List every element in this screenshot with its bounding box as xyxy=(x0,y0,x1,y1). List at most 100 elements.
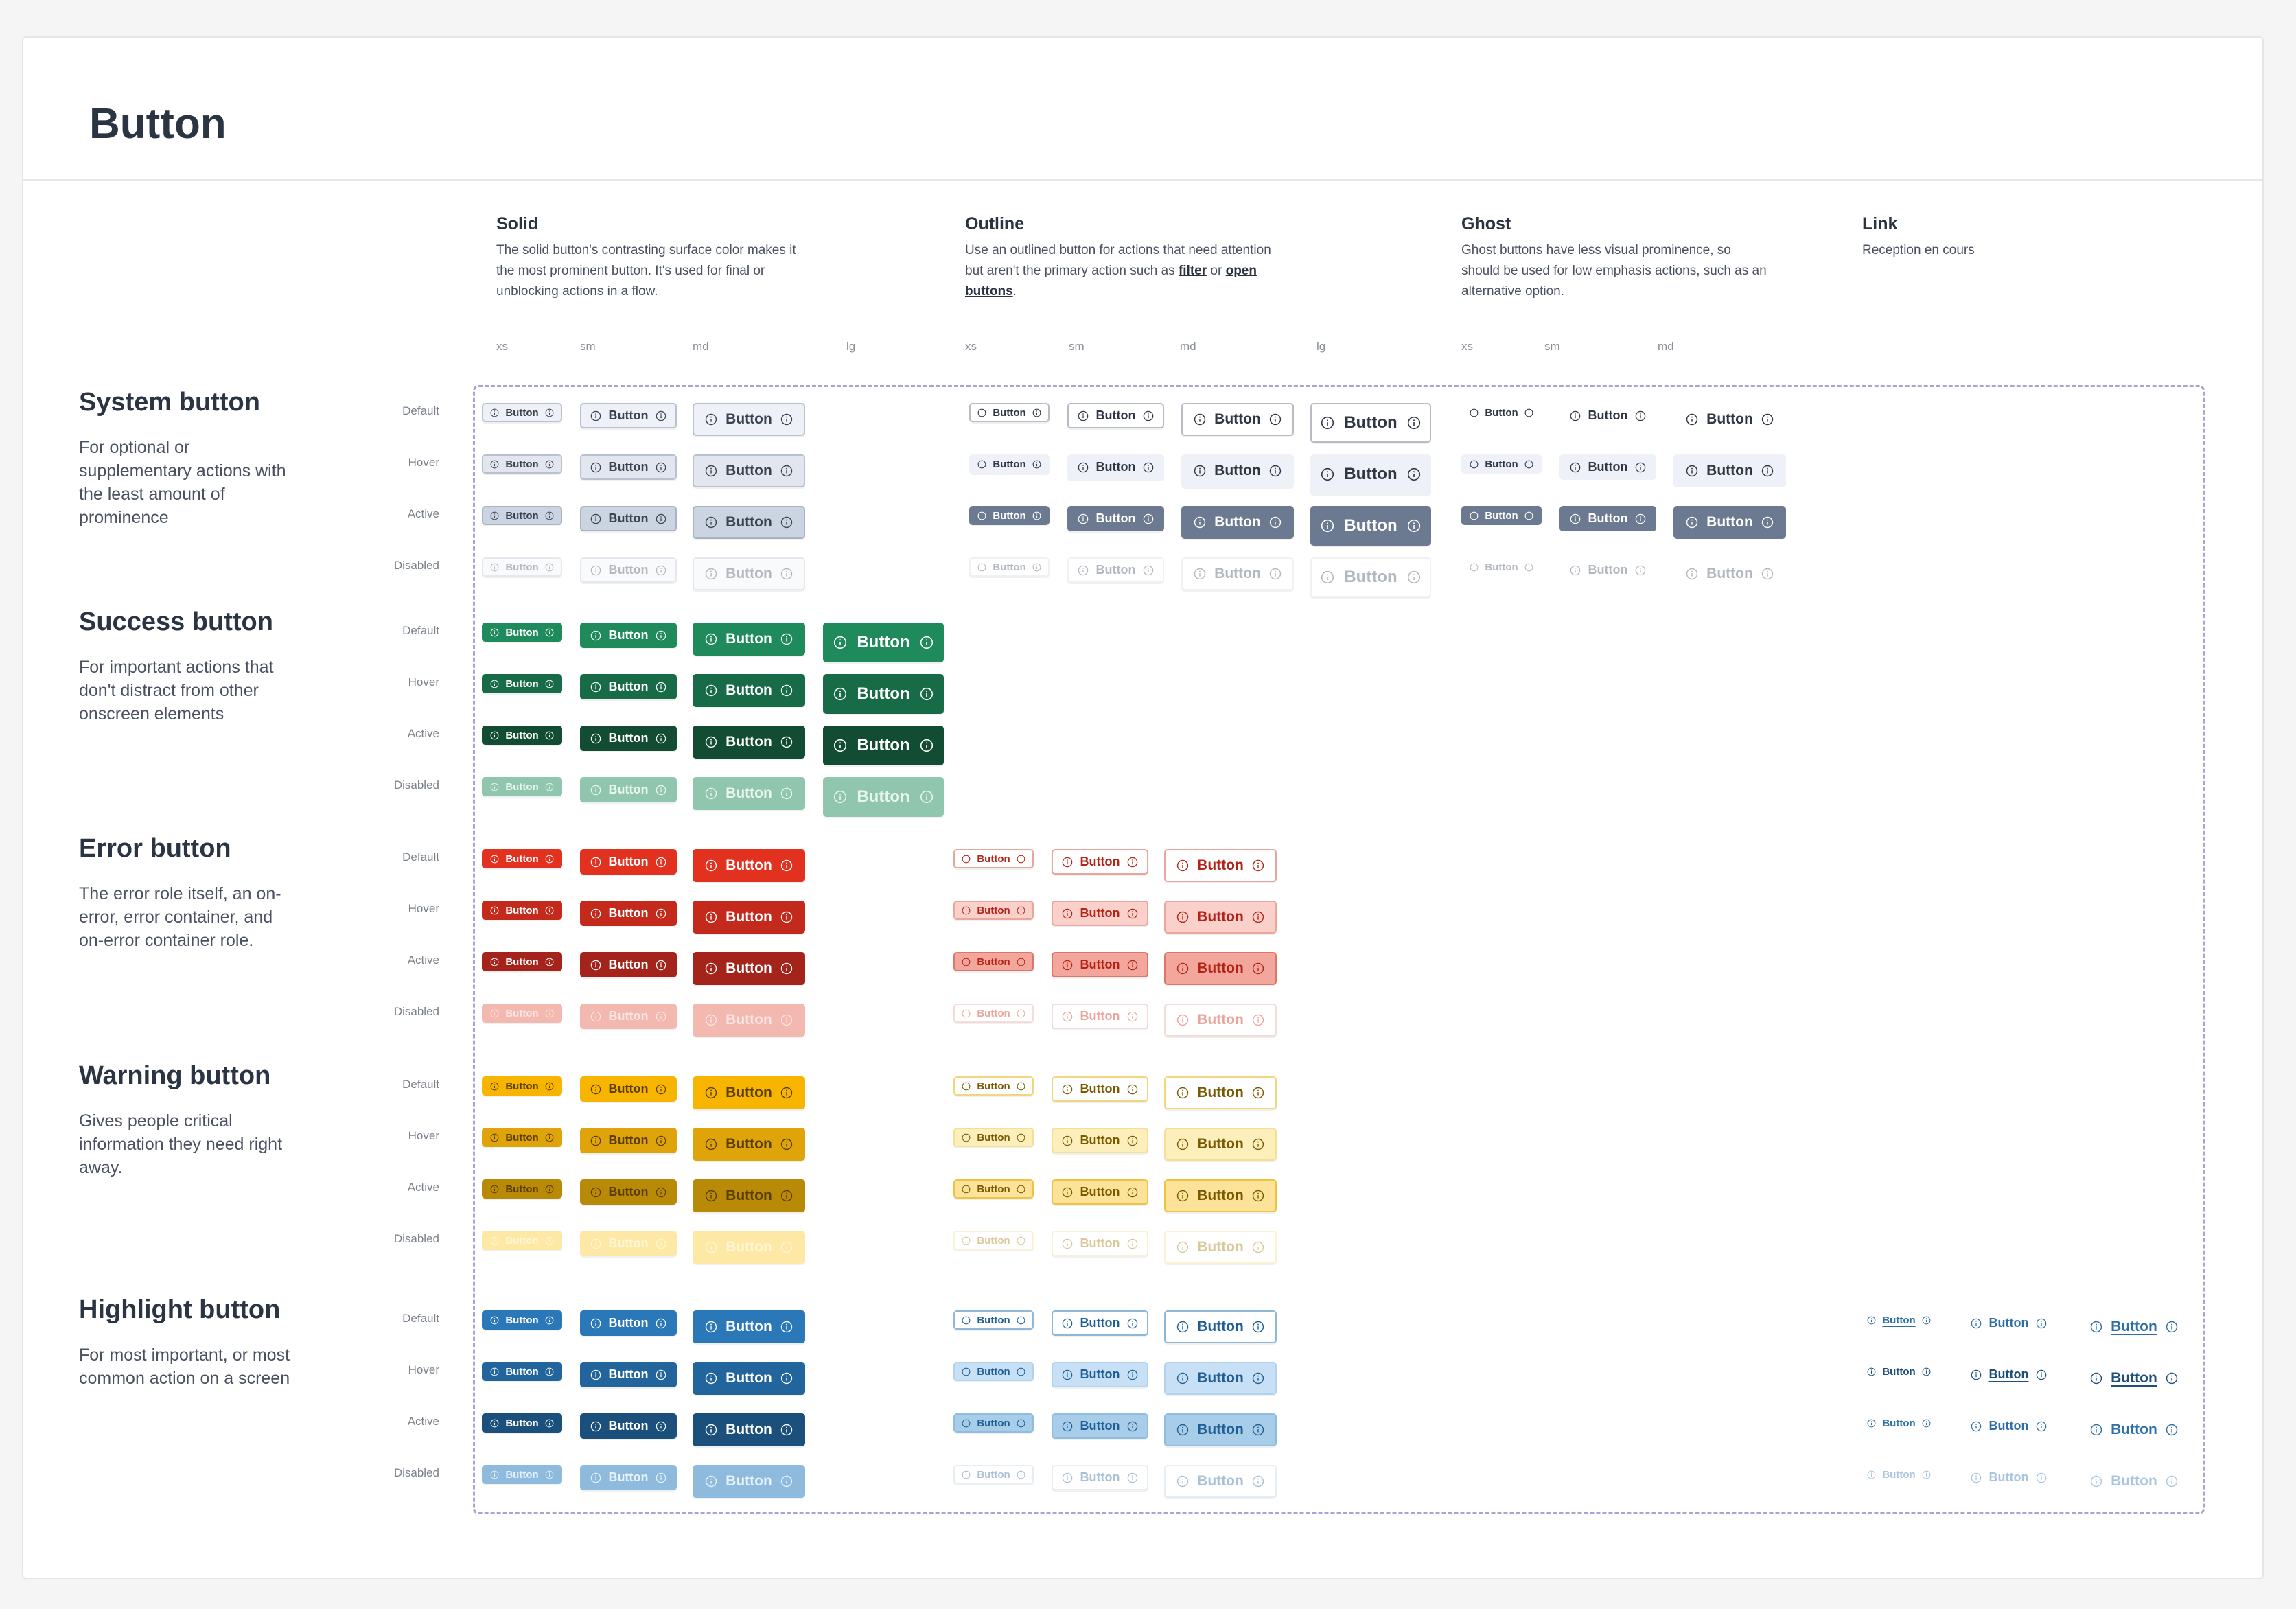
warning-outline-xs-hover-button[interactable]: Button xyxy=(953,1128,1034,1147)
highlight-outline-md-active-button[interactable]: Button xyxy=(1164,1413,1277,1446)
warning-outline-md-active-button[interactable]: Button xyxy=(1164,1179,1277,1212)
system-ghost-md-hover-button[interactable]: Button xyxy=(1673,454,1786,487)
highlight-outline-xs-default-button[interactable]: Button xyxy=(953,1310,1034,1330)
system-ghost-md-active-button[interactable]: Button xyxy=(1673,506,1786,539)
highlight-outline-xs-hover-button[interactable]: Button xyxy=(953,1362,1034,1381)
success-solid-xs-default-button[interactable]: Button xyxy=(482,623,562,642)
error-outline-sm-default-button[interactable]: Button xyxy=(1052,849,1148,875)
success-solid-md-active-button[interactable]: Button xyxy=(693,726,805,759)
error-outline-xs-active-button[interactable]: Button xyxy=(953,952,1034,971)
error-solid-xs-default-button[interactable]: Button xyxy=(482,849,562,868)
highlight-solid-md-default-button[interactable]: Button xyxy=(693,1310,805,1343)
system-outline-sm-active-button[interactable]: Button xyxy=(1067,506,1164,531)
highlight-outline-md-hover-button[interactable]: Button xyxy=(1164,1362,1277,1395)
error-outline-md-default-button[interactable]: Button xyxy=(1164,849,1277,882)
error-solid-xs-active-button[interactable]: Button xyxy=(482,952,562,971)
highlight-outline-sm-hover-button[interactable]: Button xyxy=(1052,1362,1148,1387)
system-solid-xs-active-button[interactable]: Button xyxy=(482,506,562,525)
highlight-outline-sm-active-button[interactable]: Button xyxy=(1052,1413,1148,1439)
success-solid-md-default-button[interactable]: Button xyxy=(693,623,805,656)
system-ghost-sm-default-button[interactable]: Button xyxy=(1559,403,1656,428)
system-outline-xs-active-button[interactable]: Button xyxy=(969,506,1050,525)
system-ghost-sm-active-button[interactable]: Button xyxy=(1559,506,1656,531)
system-solid-md-default-button[interactable]: Button xyxy=(693,403,805,436)
error-solid-sm-default-button[interactable]: Button xyxy=(580,849,677,875)
system-outline-sm-hover-button[interactable]: Button xyxy=(1067,454,1164,480)
warning-solid-md-active-button[interactable]: Button xyxy=(693,1179,805,1212)
system-solid-sm-default-button[interactable]: Button xyxy=(580,403,677,428)
system-outline-lg-hover-button[interactable]: Button xyxy=(1310,454,1431,494)
highlight-solid-xs-active-button[interactable]: Button xyxy=(482,1413,562,1433)
highlight-link-md-default-button[interactable]: Button xyxy=(2078,1310,2190,1343)
warning-solid-md-hover-button[interactable]: Button xyxy=(693,1128,805,1161)
highlight-link-md-active-button[interactable]: Button xyxy=(2078,1413,2190,1446)
error-solid-sm-active-button[interactable]: Button xyxy=(580,952,677,977)
warning-solid-sm-hover-button[interactable]: Button xyxy=(580,1128,677,1153)
warning-outline-sm-default-button[interactable]: Button xyxy=(1052,1076,1148,1102)
system-solid-md-active-button[interactable]: Button xyxy=(693,506,805,539)
highlight-link-md-hover-button[interactable]: Button xyxy=(2078,1362,2190,1395)
error-solid-xs-hover-button[interactable]: Button xyxy=(482,901,562,920)
success-solid-sm-default-button[interactable]: Button xyxy=(580,623,677,648)
system-ghost-xs-hover-button[interactable]: Button xyxy=(1461,454,1542,474)
warning-solid-xs-active-button[interactable]: Button xyxy=(482,1179,562,1199)
highlight-solid-xs-hover-button[interactable]: Button xyxy=(482,1362,562,1381)
error-outline-sm-hover-button[interactable]: Button xyxy=(1052,901,1148,926)
warning-outline-md-hover-button[interactable]: Button xyxy=(1164,1128,1277,1161)
success-solid-lg-default-button[interactable]: Button xyxy=(823,623,944,662)
error-outline-sm-active-button[interactable]: Button xyxy=(1052,952,1148,977)
highlight-solid-sm-hover-button[interactable]: Button xyxy=(580,1362,677,1387)
success-solid-xs-active-button[interactable]: Button xyxy=(482,726,562,745)
warning-outline-xs-active-button[interactable]: Button xyxy=(953,1179,1034,1199)
system-outline-sm-default-button[interactable]: Button xyxy=(1067,403,1164,428)
highlight-solid-sm-active-button[interactable]: Button xyxy=(580,1413,677,1439)
inline-link[interactable]: filter xyxy=(1178,264,1207,278)
success-solid-sm-hover-button[interactable]: Button xyxy=(580,674,677,699)
highlight-solid-xs-default-button[interactable]: Button xyxy=(482,1310,562,1330)
warning-outline-xs-default-button[interactable]: Button xyxy=(953,1076,1034,1096)
system-outline-xs-default-button[interactable]: Button xyxy=(969,403,1050,422)
warning-solid-sm-default-button[interactable]: Button xyxy=(580,1076,677,1102)
system-solid-xs-default-button[interactable]: Button xyxy=(482,403,562,422)
error-outline-xs-hover-button[interactable]: Button xyxy=(953,901,1034,920)
warning-outline-md-default-button[interactable]: Button xyxy=(1164,1076,1277,1109)
system-ghost-xs-active-button[interactable]: Button xyxy=(1461,506,1542,525)
system-outline-xs-hover-button[interactable]: Button xyxy=(969,454,1050,474)
highlight-outline-md-default-button[interactable]: Button xyxy=(1164,1310,1277,1343)
system-outline-md-default-button[interactable]: Button xyxy=(1181,403,1294,436)
success-solid-xs-hover-button[interactable]: Button xyxy=(482,674,562,693)
inline-link[interactable]: open buttons xyxy=(965,264,1257,299)
system-outline-lg-default-button[interactable]: Button xyxy=(1310,403,1431,443)
system-outline-md-hover-button[interactable]: Button xyxy=(1181,454,1294,487)
system-outline-lg-active-button[interactable]: Button xyxy=(1310,506,1431,546)
system-solid-sm-hover-button[interactable]: Button xyxy=(580,454,677,480)
system-solid-sm-active-button[interactable]: Button xyxy=(580,506,677,531)
error-outline-md-active-button[interactable]: Button xyxy=(1164,952,1277,985)
highlight-link-sm-active-button[interactable]: Button xyxy=(1960,1413,2057,1439)
system-ghost-xs-default-button[interactable]: Button xyxy=(1461,403,1542,422)
warning-outline-sm-hover-button[interactable]: Button xyxy=(1052,1128,1148,1153)
error-solid-md-default-button[interactable]: Button xyxy=(693,849,805,882)
warning-solid-xs-default-button[interactable]: Button xyxy=(482,1076,562,1096)
highlight-solid-sm-default-button[interactable]: Button xyxy=(580,1310,677,1336)
warning-solid-sm-active-button[interactable]: Button xyxy=(580,1179,677,1205)
error-solid-md-active-button[interactable]: Button xyxy=(693,952,805,985)
highlight-link-xs-active-button[interactable]: Button xyxy=(1859,1413,1939,1433)
success-solid-lg-hover-button[interactable]: Button xyxy=(823,674,944,714)
warning-solid-md-default-button[interactable]: Button xyxy=(693,1076,805,1109)
warning-solid-xs-hover-button[interactable]: Button xyxy=(482,1128,562,1147)
highlight-outline-sm-default-button[interactable]: Button xyxy=(1052,1310,1148,1336)
highlight-link-xs-default-button[interactable]: Button xyxy=(1859,1310,1939,1330)
error-solid-md-hover-button[interactable]: Button xyxy=(693,901,805,934)
error-outline-md-hover-button[interactable]: Button xyxy=(1164,901,1277,934)
warning-outline-sm-active-button[interactable]: Button xyxy=(1052,1179,1148,1205)
success-solid-md-hover-button[interactable]: Button xyxy=(693,674,805,707)
highlight-link-sm-default-button[interactable]: Button xyxy=(1960,1310,2057,1336)
system-ghost-sm-hover-button[interactable]: Button xyxy=(1559,454,1656,480)
highlight-solid-md-active-button[interactable]: Button xyxy=(693,1413,805,1446)
highlight-link-sm-hover-button[interactable]: Button xyxy=(1960,1362,2057,1387)
system-ghost-md-default-button[interactable]: Button xyxy=(1673,403,1786,436)
success-solid-sm-active-button[interactable]: Button xyxy=(580,726,677,751)
success-solid-lg-active-button[interactable]: Button xyxy=(823,726,944,765)
error-solid-sm-hover-button[interactable]: Button xyxy=(580,901,677,926)
